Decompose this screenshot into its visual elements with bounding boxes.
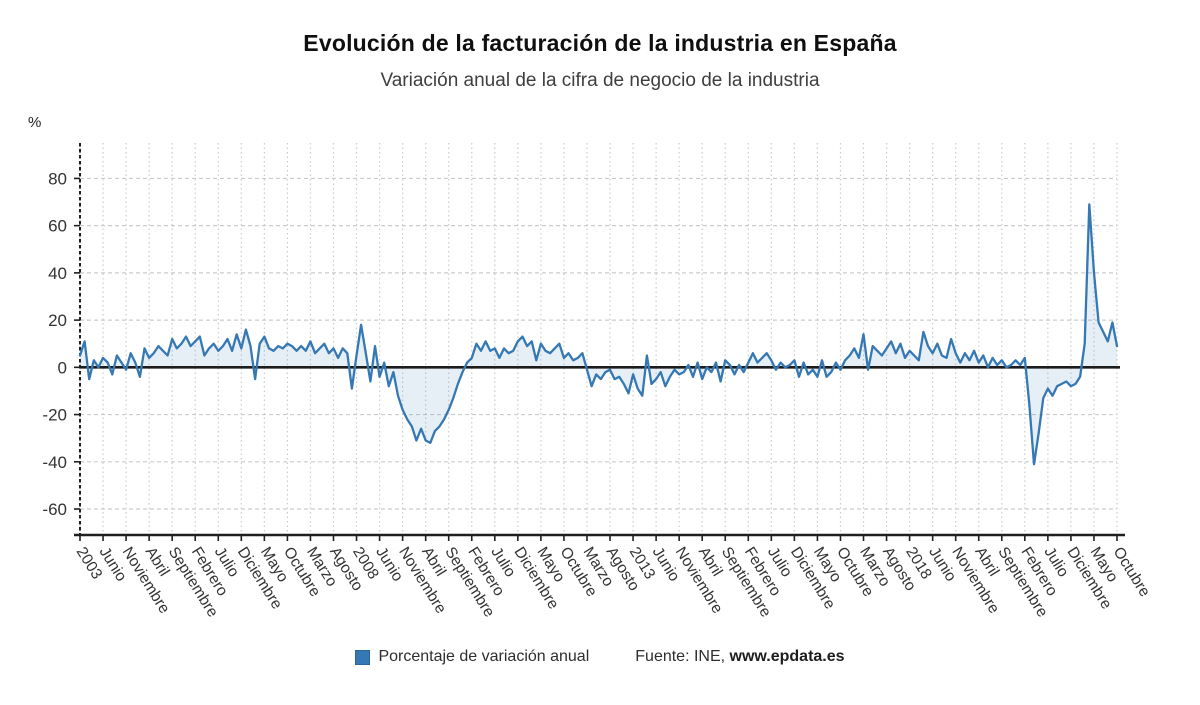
- y-tick-label: -60: [42, 500, 67, 519]
- y-axis-unit-label: %: [28, 114, 42, 131]
- y-tick-label: 80: [48, 169, 67, 188]
- y-tick-label: 20: [48, 311, 67, 330]
- y-tick-label: -20: [42, 406, 67, 425]
- y-tick-label: -40: [42, 453, 67, 472]
- chart-footer: Porcentaje de variación anual Fuente: IN…: [0, 648, 1200, 666]
- y-tick-label: 60: [48, 217, 67, 236]
- chart-subtitle: Variación anual de la cifra de negocio d…: [380, 70, 820, 91]
- source-text: Fuente: INE, www.epdata.es: [635, 648, 844, 666]
- legend-item: Porcentaje de variación anual: [355, 648, 589, 666]
- source-prefix: Fuente: INE,: [635, 648, 730, 665]
- page-title: Evolución de la facturación de la indust…: [303, 30, 897, 56]
- legend-swatch-icon: [355, 649, 371, 665]
- y-tick-label: 0: [58, 358, 67, 377]
- legend-label: Porcentaje de variación anual: [378, 648, 590, 665]
- y-tick-label: 40: [48, 264, 67, 283]
- series-line: [78, 203, 1119, 466]
- chart-header: Evolución de la facturación de la indust…: [0, 0, 1200, 92]
- source-site-link[interactable]: www.epdata.es: [729, 648, 845, 665]
